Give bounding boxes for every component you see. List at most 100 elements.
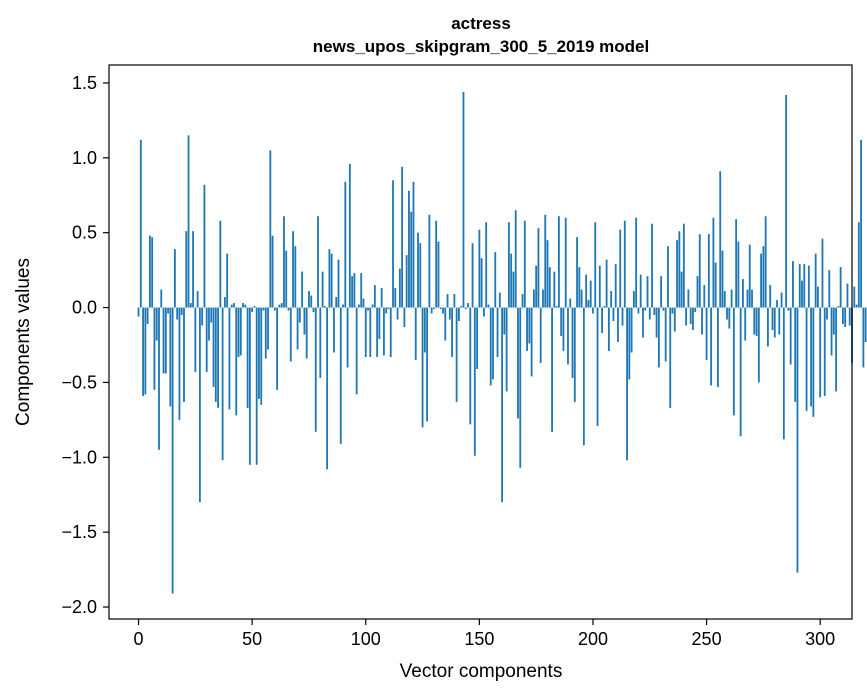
bar-component-18 [178, 307, 181, 420]
bar-component-37 [221, 307, 224, 461]
bar-component-49 [248, 307, 251, 465]
bar-component-90 [342, 304, 344, 308]
bar-component-208 [610, 291, 613, 308]
chart-title: actress [451, 14, 511, 33]
bar-component-158 [496, 307, 499, 357]
bar-component-22 [187, 135, 190, 308]
bar-component-183 [553, 271, 556, 308]
bar-component-1 [139, 139, 142, 308]
bar-component-310 [842, 307, 844, 325]
bar-component-291 [798, 264, 801, 308]
bar-component-35 [217, 307, 219, 408]
bar-component-258 [723, 291, 726, 308]
x-tick-label: 250 [692, 629, 722, 649]
bar-component-220 [637, 307, 640, 314]
bar-component-302 [823, 307, 826, 396]
x-tick-label: 50 [242, 629, 262, 649]
bar-component-54 [260, 307, 263, 405]
bar-component-92 [346, 307, 349, 368]
bar-component-143 [462, 91, 465, 308]
bar-component-77 [312, 307, 315, 313]
bar-component-83 [326, 307, 329, 470]
bar-component-16 [173, 249, 176, 308]
x-axis-label: Vector components [400, 661, 563, 682]
bar-component-78 [314, 307, 317, 432]
bar-component-181 [548, 267, 551, 308]
bar-component-169 [521, 294, 524, 308]
bar-component-237 [676, 240, 678, 308]
bar-component-57 [267, 307, 269, 350]
bar-component-159 [498, 292, 501, 308]
bar-component-218 [632, 291, 635, 308]
bar-component-313 [848, 307, 851, 326]
bar-component-30 [205, 307, 208, 372]
bar-component-44 [237, 307, 240, 357]
bar-component-266 [742, 279, 744, 308]
bar-component-0 [137, 307, 140, 317]
bar-component-115 [398, 268, 401, 308]
bar-component-86 [333, 307, 335, 353]
bar-component-282 [778, 307, 781, 335]
bar-component-210 [614, 264, 617, 308]
y-tick-label: 0.0 [72, 298, 97, 318]
bar-component-10 [160, 289, 163, 308]
bar-component-242 [687, 289, 690, 308]
bar-component-119 [408, 190, 410, 308]
bar-component-139 [453, 294, 456, 308]
bar-component-120 [410, 211, 413, 308]
bar-component-285 [785, 94, 788, 308]
bar-component-140 [455, 307, 458, 402]
bar-component-236 [673, 307, 676, 332]
bar-component-316 [855, 304, 858, 308]
bar-component-152 [483, 307, 485, 317]
bar-component-252 [710, 307, 713, 386]
bar-component-137 [448, 307, 451, 320]
bar-component-112 [392, 180, 394, 308]
bar-component-5 [148, 235, 151, 308]
bar-component-203 [598, 265, 601, 308]
bar-component-264 [737, 241, 740, 308]
bar-component-142 [460, 306, 463, 308]
x-tick-label: 200 [578, 629, 608, 649]
bar-component-214 [623, 220, 626, 308]
data-bars [137, 91, 867, 594]
bar-component-99 [362, 298, 365, 308]
bar-component-21 [185, 231, 188, 308]
bar-component-135 [444, 307, 447, 341]
bar-component-196 [582, 307, 585, 446]
bar-component-74 [305, 307, 308, 359]
bar-component-165 [512, 271, 515, 308]
bar-component-111 [389, 307, 392, 357]
bar-component-229 [657, 307, 660, 368]
bar-component-147 [471, 243, 474, 308]
bar-component-72 [301, 271, 304, 308]
bar-component-138 [451, 307, 454, 357]
bar-component-298 [814, 253, 817, 308]
x-tick-label: 100 [351, 629, 381, 649]
bar-component-7 [153, 307, 156, 390]
bar-component-283 [780, 292, 783, 308]
bar-component-223 [644, 307, 647, 311]
bar-component-312 [846, 283, 849, 308]
bar-component-205 [603, 306, 606, 308]
bar-component-271 [753, 307, 756, 335]
bar-component-206 [605, 259, 608, 308]
bar-component-23 [189, 303, 192, 308]
bar-component-319 [862, 307, 865, 368]
bar-component-213 [621, 307, 624, 326]
bar-component-182 [551, 307, 553, 432]
bar-component-299 [817, 286, 819, 308]
bar-component-46 [242, 303, 244, 308]
bar-component-63 [280, 303, 283, 308]
bar-component-118 [405, 255, 408, 308]
bar-component-157 [494, 252, 497, 308]
bar-component-250 [705, 307, 708, 360]
bar-component-150 [478, 229, 481, 308]
bar-component-194 [578, 267, 581, 308]
bar-component-27 [198, 307, 201, 503]
bar-component-172 [528, 307, 531, 344]
bar-component-107 [380, 288, 383, 308]
bar-component-295 [807, 265, 810, 308]
bar-component-289 [794, 307, 797, 402]
